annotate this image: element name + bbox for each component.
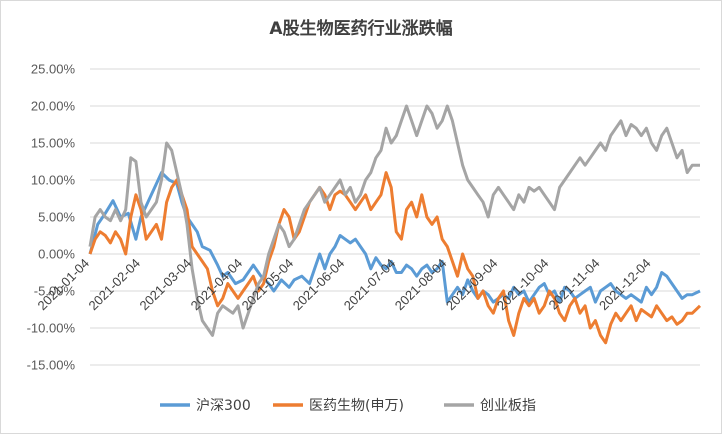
grid-layer (90, 68, 700, 366)
x-tick-label: 2021-11-04 (546, 256, 603, 313)
y-tick-label: 10.00% (31, 173, 76, 188)
y-tick-label: 0.00% (38, 247, 75, 262)
y-tick-label: -10.00% (27, 321, 76, 336)
x-tick-label: 2021-09-04 (443, 256, 501, 314)
series-line-2 (88, 171, 702, 345)
chart-title: A股生物医药行业涨跌幅 (269, 18, 452, 39)
series-layer (88, 104, 702, 345)
x-tick-label: 2021-06-04 (290, 256, 348, 314)
x-tick-label: 2021-03-04 (137, 256, 195, 314)
y-tick-label: -5.00% (34, 284, 76, 299)
x-tick-label: 2021-12-04 (596, 256, 654, 314)
series-line-1 (88, 171, 701, 304)
x-tick-label: 2021-08-04 (392, 256, 450, 314)
y-tick-label: 20.00% (31, 99, 76, 114)
y-tick-label: 15.00% (31, 136, 76, 151)
series-line-3 (88, 104, 700, 337)
legend-label: 沪深300 (196, 398, 251, 414)
y-tick-label: 5.00% (38, 210, 75, 225)
y-tick-label: 25.00% (31, 62, 76, 77)
legend: 沪深300 医药生物(申万) 创业板指 (160, 398, 536, 414)
x-axis-ticks: 2021-01-042021-02-042021-03-042021-04-04… (34, 256, 653, 314)
legend-label: 创业板指 (480, 398, 536, 414)
x-tick-label: 2021-02-04 (86, 256, 144, 314)
y-tick-label: -15.00% (27, 358, 76, 373)
y-axis-ticks: 25.00% 20.00% 15.00% 10.00% 5.00% 0.00% -5.00%… (27, 62, 76, 373)
legend-label: 医药生物(申万) (309, 398, 404, 414)
